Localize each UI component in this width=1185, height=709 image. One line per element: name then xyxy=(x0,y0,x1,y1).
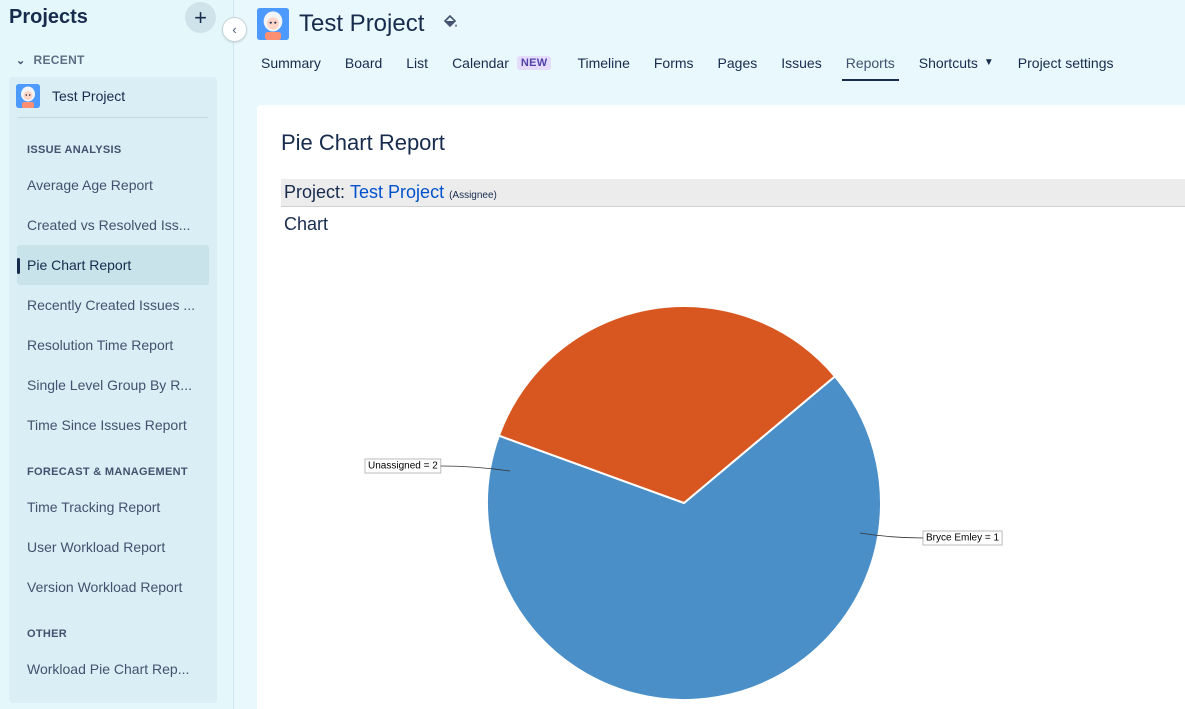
sidebar-item-created-vs-resolved[interactable]: Created vs Resolved Iss... xyxy=(27,217,191,233)
sidebar-project-link[interactable]: Test Project xyxy=(16,84,125,108)
tab-shortcuts[interactable]: Shortcuts ▼ xyxy=(919,55,994,81)
chevron-down-icon: ▼ xyxy=(983,57,994,68)
sidebar-title: Projects xyxy=(9,6,88,28)
sidebar-item-workload-pie-chart[interactable]: Workload Pie Chart Rep... xyxy=(27,661,190,677)
section-forecast-management: FORECAST & MANAGEMENT xyxy=(27,466,188,478)
tab-calendar[interactable]: Calendar NEW xyxy=(452,55,552,81)
tab-timeline[interactable]: Timeline xyxy=(577,55,629,81)
chevron-down-icon: ⌄ xyxy=(16,54,26,67)
tab-label: Project settings xyxy=(1017,55,1114,71)
tab-pages[interactable]: Pages xyxy=(718,55,758,81)
project-label: Project: xyxy=(284,182,346,202)
pie-label-unassigned: Unassigned = 2 xyxy=(364,458,442,474)
tab-label: Issues xyxy=(781,55,822,71)
tab-project-settings[interactable]: Project settings xyxy=(1018,55,1114,81)
sidebar-item-recently-created-issues[interactable]: Recently Created Issues ... xyxy=(27,297,196,313)
pie-chart: Unassigned = 2 Bryce Emley = 1 xyxy=(364,305,1003,701)
tab-label: Pages xyxy=(717,55,758,71)
sidebar-item-user-workload-report[interactable]: User Workload Report xyxy=(27,539,166,555)
sidebar-item-single-level-group-by[interactable]: Single Level Group By R... xyxy=(27,377,192,393)
paint-bucket-icon[interactable] xyxy=(442,14,458,35)
tab-label: List xyxy=(406,55,429,71)
statistic-type-label: (Assignee) xyxy=(449,190,497,201)
pie-label-leader-line xyxy=(440,465,511,472)
sidebar-item-average-age-report[interactable]: Average Age Report xyxy=(27,177,153,193)
chevron-left-icon: ‹ xyxy=(232,22,237,37)
project-bar: Project: Test Project (Assignee) xyxy=(281,179,1185,207)
sidebar-item-pie-chart-report[interactable]: Pie Chart Report xyxy=(17,245,209,285)
tab-summary[interactable]: Summary xyxy=(261,55,321,81)
tab-reports[interactable]: Reports xyxy=(841,55,899,81)
tab-label: Reports xyxy=(845,55,895,71)
tab-label: Shortcuts xyxy=(918,55,978,71)
recent-section-toggle[interactable]: ⌄ RECENT xyxy=(16,53,85,67)
tab-label: Forms xyxy=(653,55,694,71)
project-avatar-icon xyxy=(16,84,40,108)
sidebar-item-version-workload-report[interactable]: Version Workload Report xyxy=(27,579,183,595)
add-project-button[interactable]: + xyxy=(185,2,216,33)
new-badge: NEW xyxy=(516,56,552,70)
collapse-sidebar-button[interactable]: ‹ xyxy=(222,17,247,42)
pie-slice-unassigned[interactable] xyxy=(486,374,882,701)
pie-slice-bryce-emley[interactable] xyxy=(497,305,837,505)
project-reports-panel: Test Project ISSUE ANALYSIS Average Age … xyxy=(9,77,217,703)
report-card: Pie Chart Report Project: Test Project (… xyxy=(257,105,1185,709)
sidebar: Projects + ⌄ RECENT Test Project ISSUE A… xyxy=(0,0,234,709)
tab-issues[interactable]: Issues xyxy=(781,55,821,81)
page-title: Test Project xyxy=(299,10,425,37)
sidebar-item-time-since-issues[interactable]: Time Since Issues Report xyxy=(27,417,187,433)
divider xyxy=(18,117,208,118)
project-header: Test Project xyxy=(257,8,458,40)
project-nav-tabs: Summary Board List Calendar NEW Timeline … xyxy=(261,55,1114,81)
sidebar-item-resolution-time-report[interactable]: Resolution Time Report xyxy=(27,337,174,353)
tab-label: Calendar xyxy=(452,55,509,71)
report-title: Pie Chart Report xyxy=(281,130,445,155)
tab-label: Timeline xyxy=(577,55,630,71)
sidebar-project-name: Test Project xyxy=(52,88,126,104)
sidebar-item-time-tracking-report[interactable]: Time Tracking Report xyxy=(27,499,161,515)
chart-heading: Chart xyxy=(284,214,329,234)
recent-label: RECENT xyxy=(33,53,85,67)
svg-text:Unassigned = 2: Unassigned = 2 xyxy=(368,461,438,472)
tab-forms[interactable]: Forms xyxy=(654,55,694,81)
tab-list[interactable]: List xyxy=(406,55,428,81)
pie-label-leader-line xyxy=(859,532,924,539)
section-issue-analysis: ISSUE ANALYSIS xyxy=(27,144,122,156)
project-avatar-icon xyxy=(257,8,289,40)
plus-icon: + xyxy=(194,4,207,30)
project-link[interactable]: Test Project xyxy=(350,182,445,202)
tab-board[interactable]: Board xyxy=(345,55,382,81)
svg-text:Bryce Emley = 1: Bryce Emley = 1 xyxy=(926,533,1000,544)
tab-label: Summary xyxy=(261,55,321,71)
section-other: OTHER xyxy=(27,628,67,640)
pie-label-bryce-emley: Bryce Emley = 1 xyxy=(922,530,1003,546)
tab-label: Board xyxy=(344,55,383,71)
